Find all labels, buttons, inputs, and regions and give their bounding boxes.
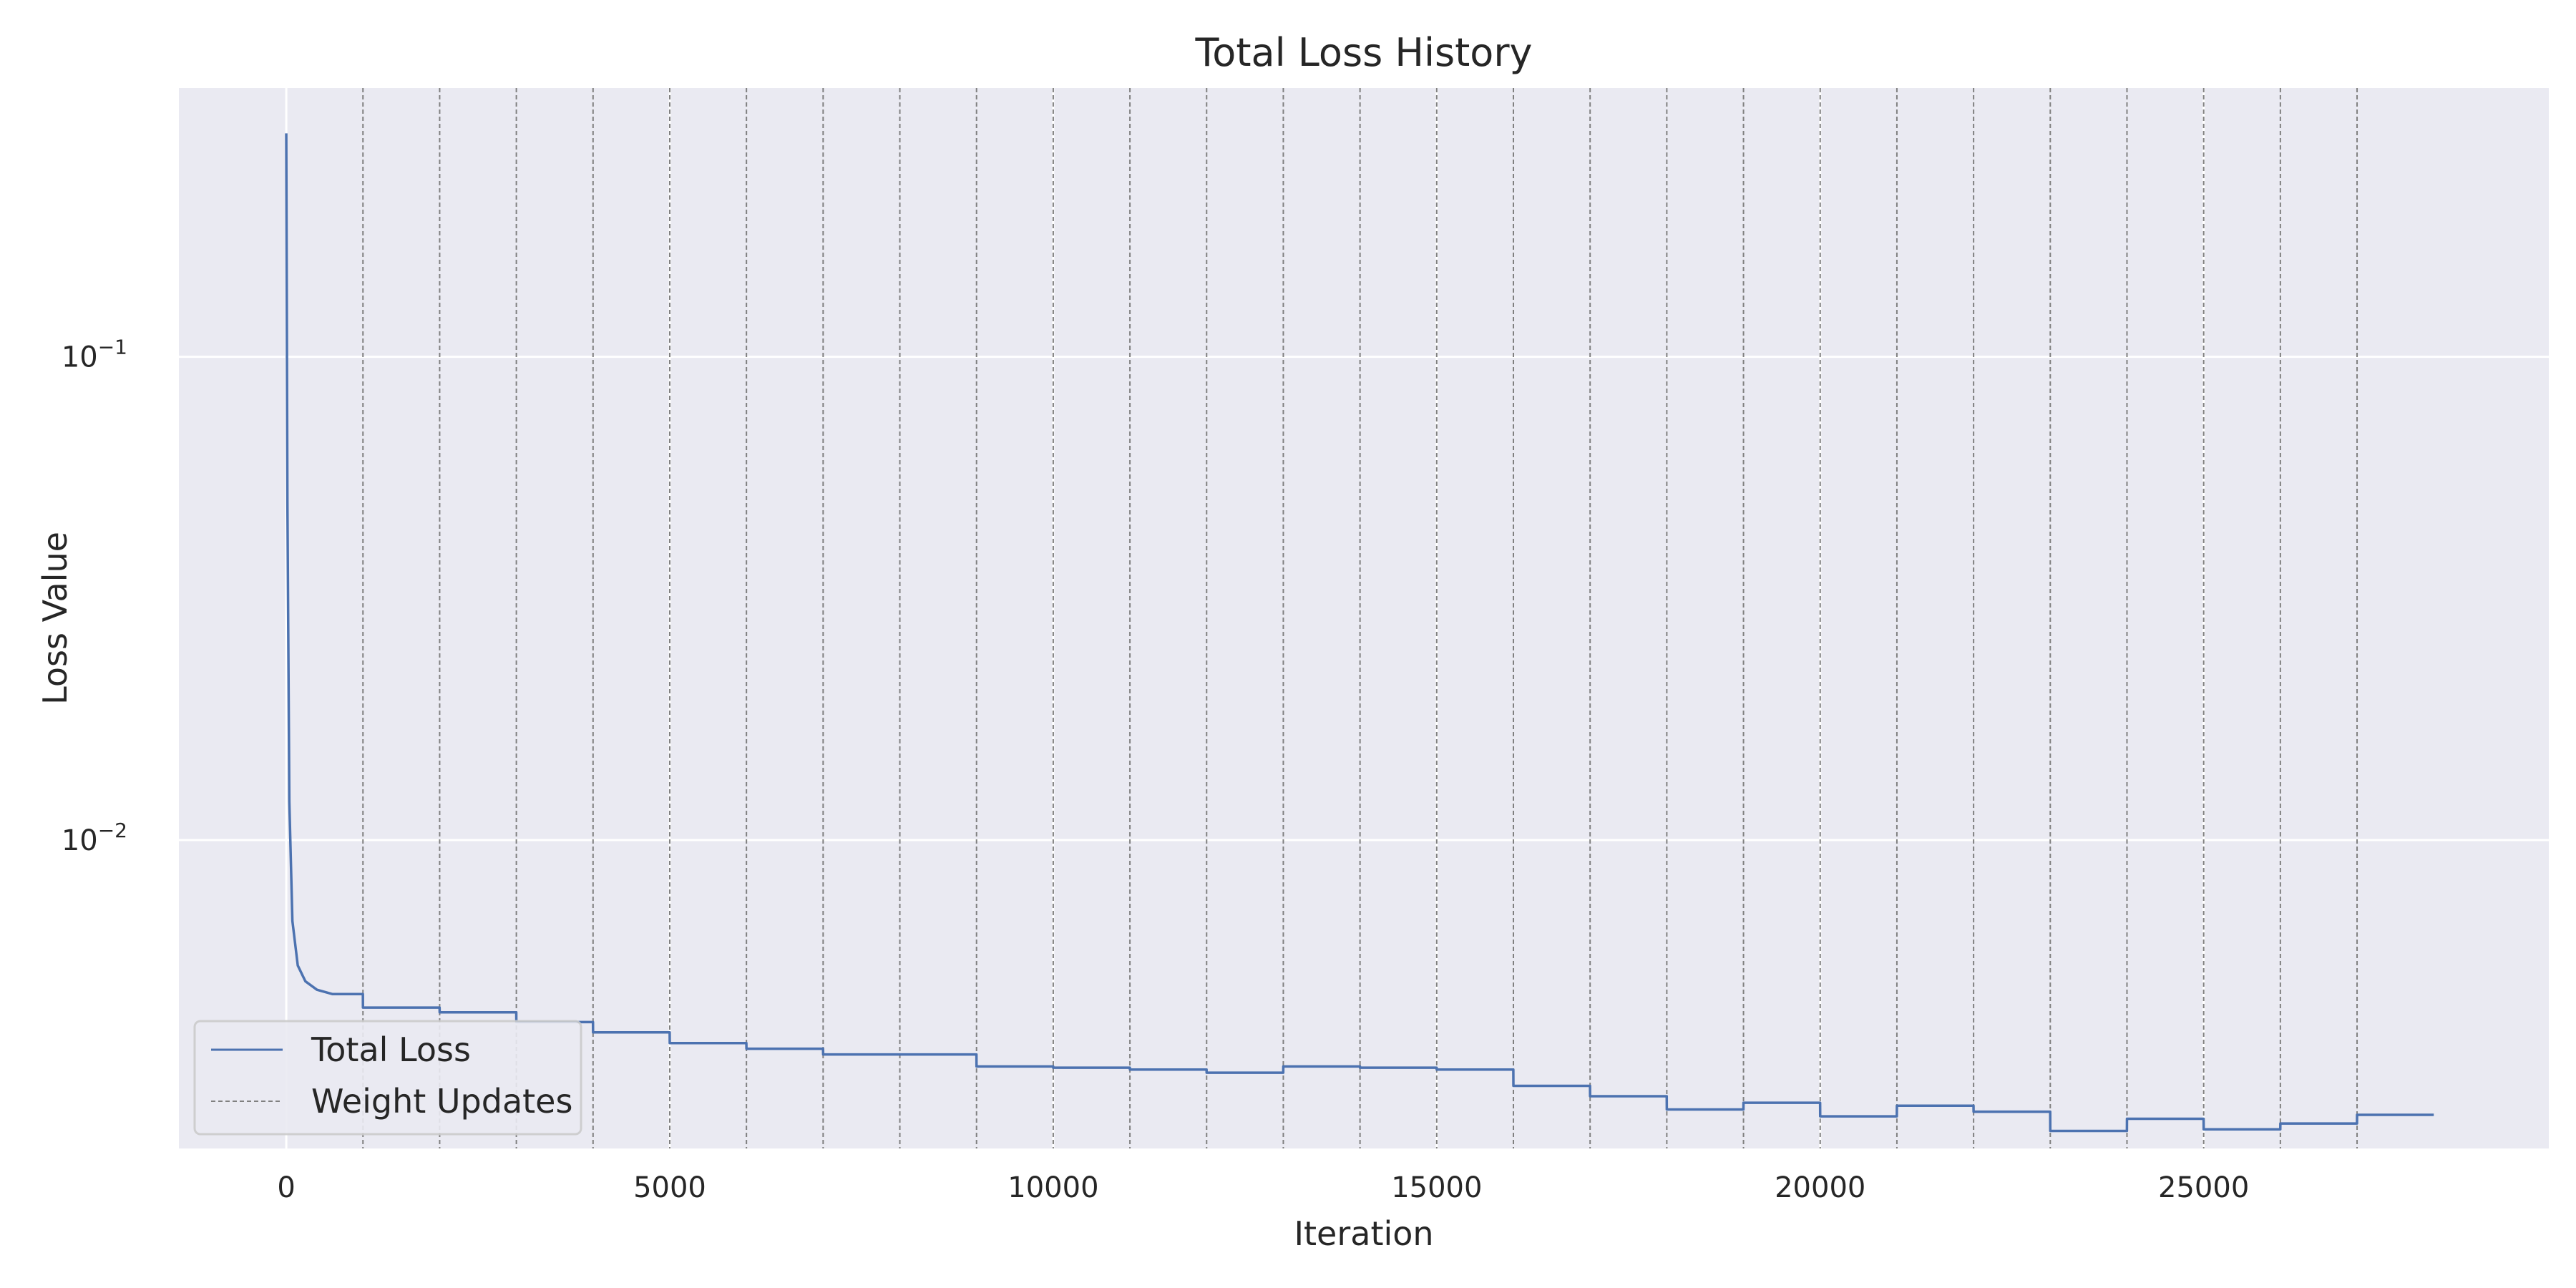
y-tick-labels: 10−1 10−2 [62, 336, 127, 857]
plot-background [179, 88, 2549, 1148]
total-loss-line [285, 133, 2434, 1133]
x-tick-label: 10000 [1008, 1171, 1098, 1204]
legend-box [193, 1020, 582, 1136]
x-tick-label: 5000 [633, 1171, 706, 1204]
legend-label-total-loss: Total Loss [311, 1030, 471, 1069]
legend: Total Loss Weight Updates [193, 1020, 582, 1136]
y-axis-label: Loss Value [36, 532, 74, 705]
x-tick-label: 20000 [1775, 1171, 1865, 1204]
series-layer [285, 133, 2434, 1133]
y-tick-label: 10−1 [62, 336, 127, 374]
weight-update-lines [362, 88, 2358, 1148]
x-tick-label: 15000 [1391, 1171, 1482, 1204]
chart-title: Total Loss History [1195, 30, 1533, 75]
x-tick-label: 0 [277, 1171, 295, 1204]
y-tick-label: 10−2 [62, 819, 127, 857]
x-tick-label: 25000 [2158, 1171, 2249, 1204]
x-axis-label: Iteration [1294, 1214, 1433, 1253]
legend-label-weight-updates: Weight Updates [311, 1082, 572, 1121]
x-tick-labels: 0 5000 10000 15000 20000 25000 [277, 1171, 2249, 1204]
